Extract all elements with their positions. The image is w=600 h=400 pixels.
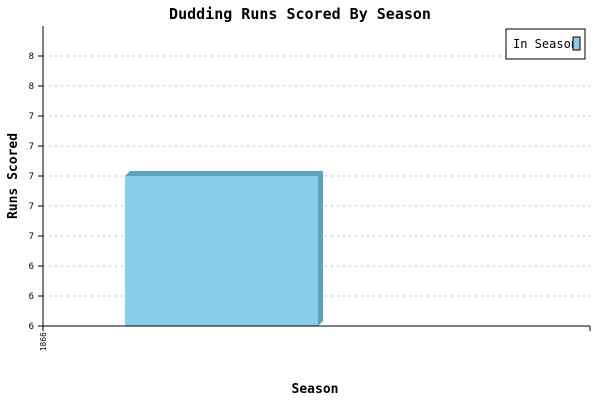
bars [125, 171, 323, 326]
bar-top [125, 171, 323, 176]
y-tick-label: 7 [29, 202, 34, 212]
bar [125, 176, 318, 326]
x-ticks: 1866 [39, 326, 48, 351]
x-axis-label: Season [292, 382, 339, 397]
legend-label: In Season [513, 37, 578, 51]
y-tick-label: 7 [29, 142, 34, 152]
legend-box [505, 28, 586, 60]
y-ticks: 6 6 6 7 7 7 7 7 8 8 [29, 52, 43, 332]
y-tick-label: 6 [29, 292, 34, 302]
y-tick-label: 8 [29, 82, 34, 92]
bar-side [318, 171, 323, 326]
y-tick-label: 6 [29, 262, 34, 272]
x-tick-label: 1866 [39, 332, 48, 351]
y-tick-label: 7 [29, 172, 34, 182]
y-axis-label: Runs Scored [6, 133, 21, 219]
y-tick-label: 7 [29, 232, 34, 242]
y-tick-label: 7 [29, 112, 34, 122]
chart-title: Dudding Runs Scored By Season [169, 5, 431, 23]
legend: In Season [505, 28, 586, 60]
y-tick-label: 6 [29, 322, 34, 332]
y-tick-label: 8 [29, 52, 34, 62]
legend-swatch [572, 36, 581, 51]
